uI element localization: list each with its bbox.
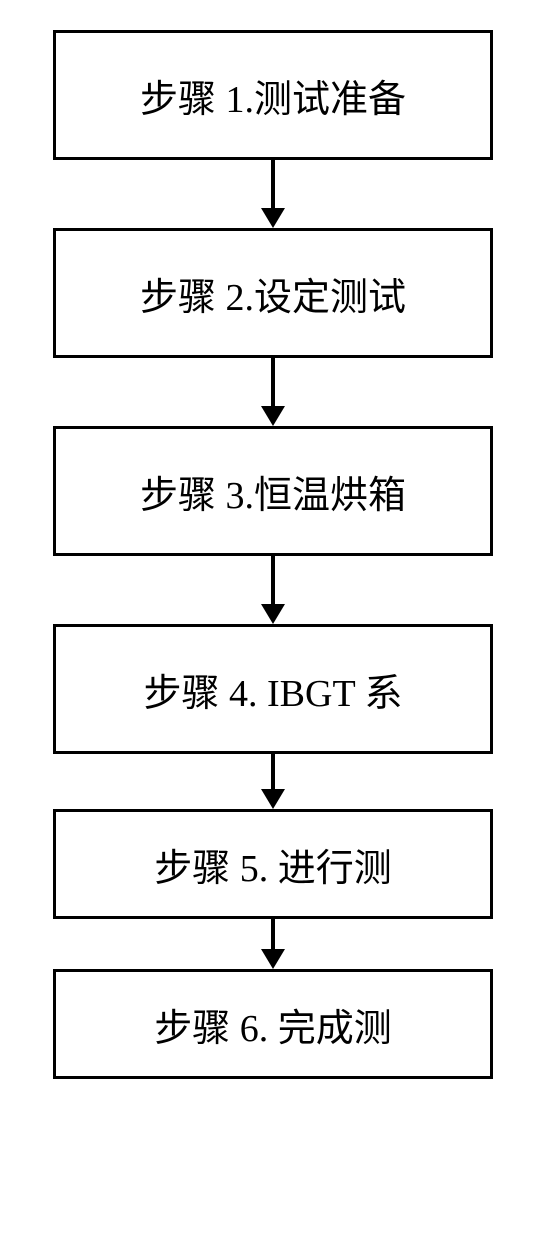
arrow-line (271, 919, 275, 949)
arrow-line (271, 358, 275, 406)
flowchart-step-6: 步骤 6. 完成测 (53, 969, 493, 1079)
step-6-label: 步骤 6. 完成测 (154, 997, 392, 1052)
arrow-head (261, 208, 285, 228)
arrow-1-to-2 (261, 160, 285, 228)
arrow-3-to-4 (261, 556, 285, 624)
flowchart-step-5: 步骤 5. 进行测 (53, 809, 493, 919)
arrow-line (271, 160, 275, 208)
arrow-head (261, 789, 285, 809)
flowchart-step-1: 步骤 1.测试准备 (53, 30, 493, 160)
flowchart-step-4: 步骤 4. IBGT 系 (53, 624, 493, 754)
step-1-label: 步骤 1.测试准备 (140, 68, 406, 123)
arrow-head (261, 604, 285, 624)
step-3-label: 步骤 3.恒温烘箱 (140, 464, 406, 519)
arrow-line (271, 754, 275, 789)
flowchart-step-3: 步骤 3.恒温烘箱 (53, 426, 493, 556)
arrow-head (261, 406, 285, 426)
arrow-4-to-5 (261, 754, 285, 809)
arrow-line (271, 556, 275, 604)
arrow-2-to-3 (261, 358, 285, 426)
arrow-5-to-6 (261, 919, 285, 969)
step-2-label: 步骤 2.设定测试 (140, 266, 406, 321)
step-5-label: 步骤 5. 进行测 (154, 837, 392, 892)
step-4-label: 步骤 4. IBGT 系 (144, 662, 403, 717)
flowchart-step-2: 步骤 2.设定测试 (53, 228, 493, 358)
arrow-head (261, 949, 285, 969)
